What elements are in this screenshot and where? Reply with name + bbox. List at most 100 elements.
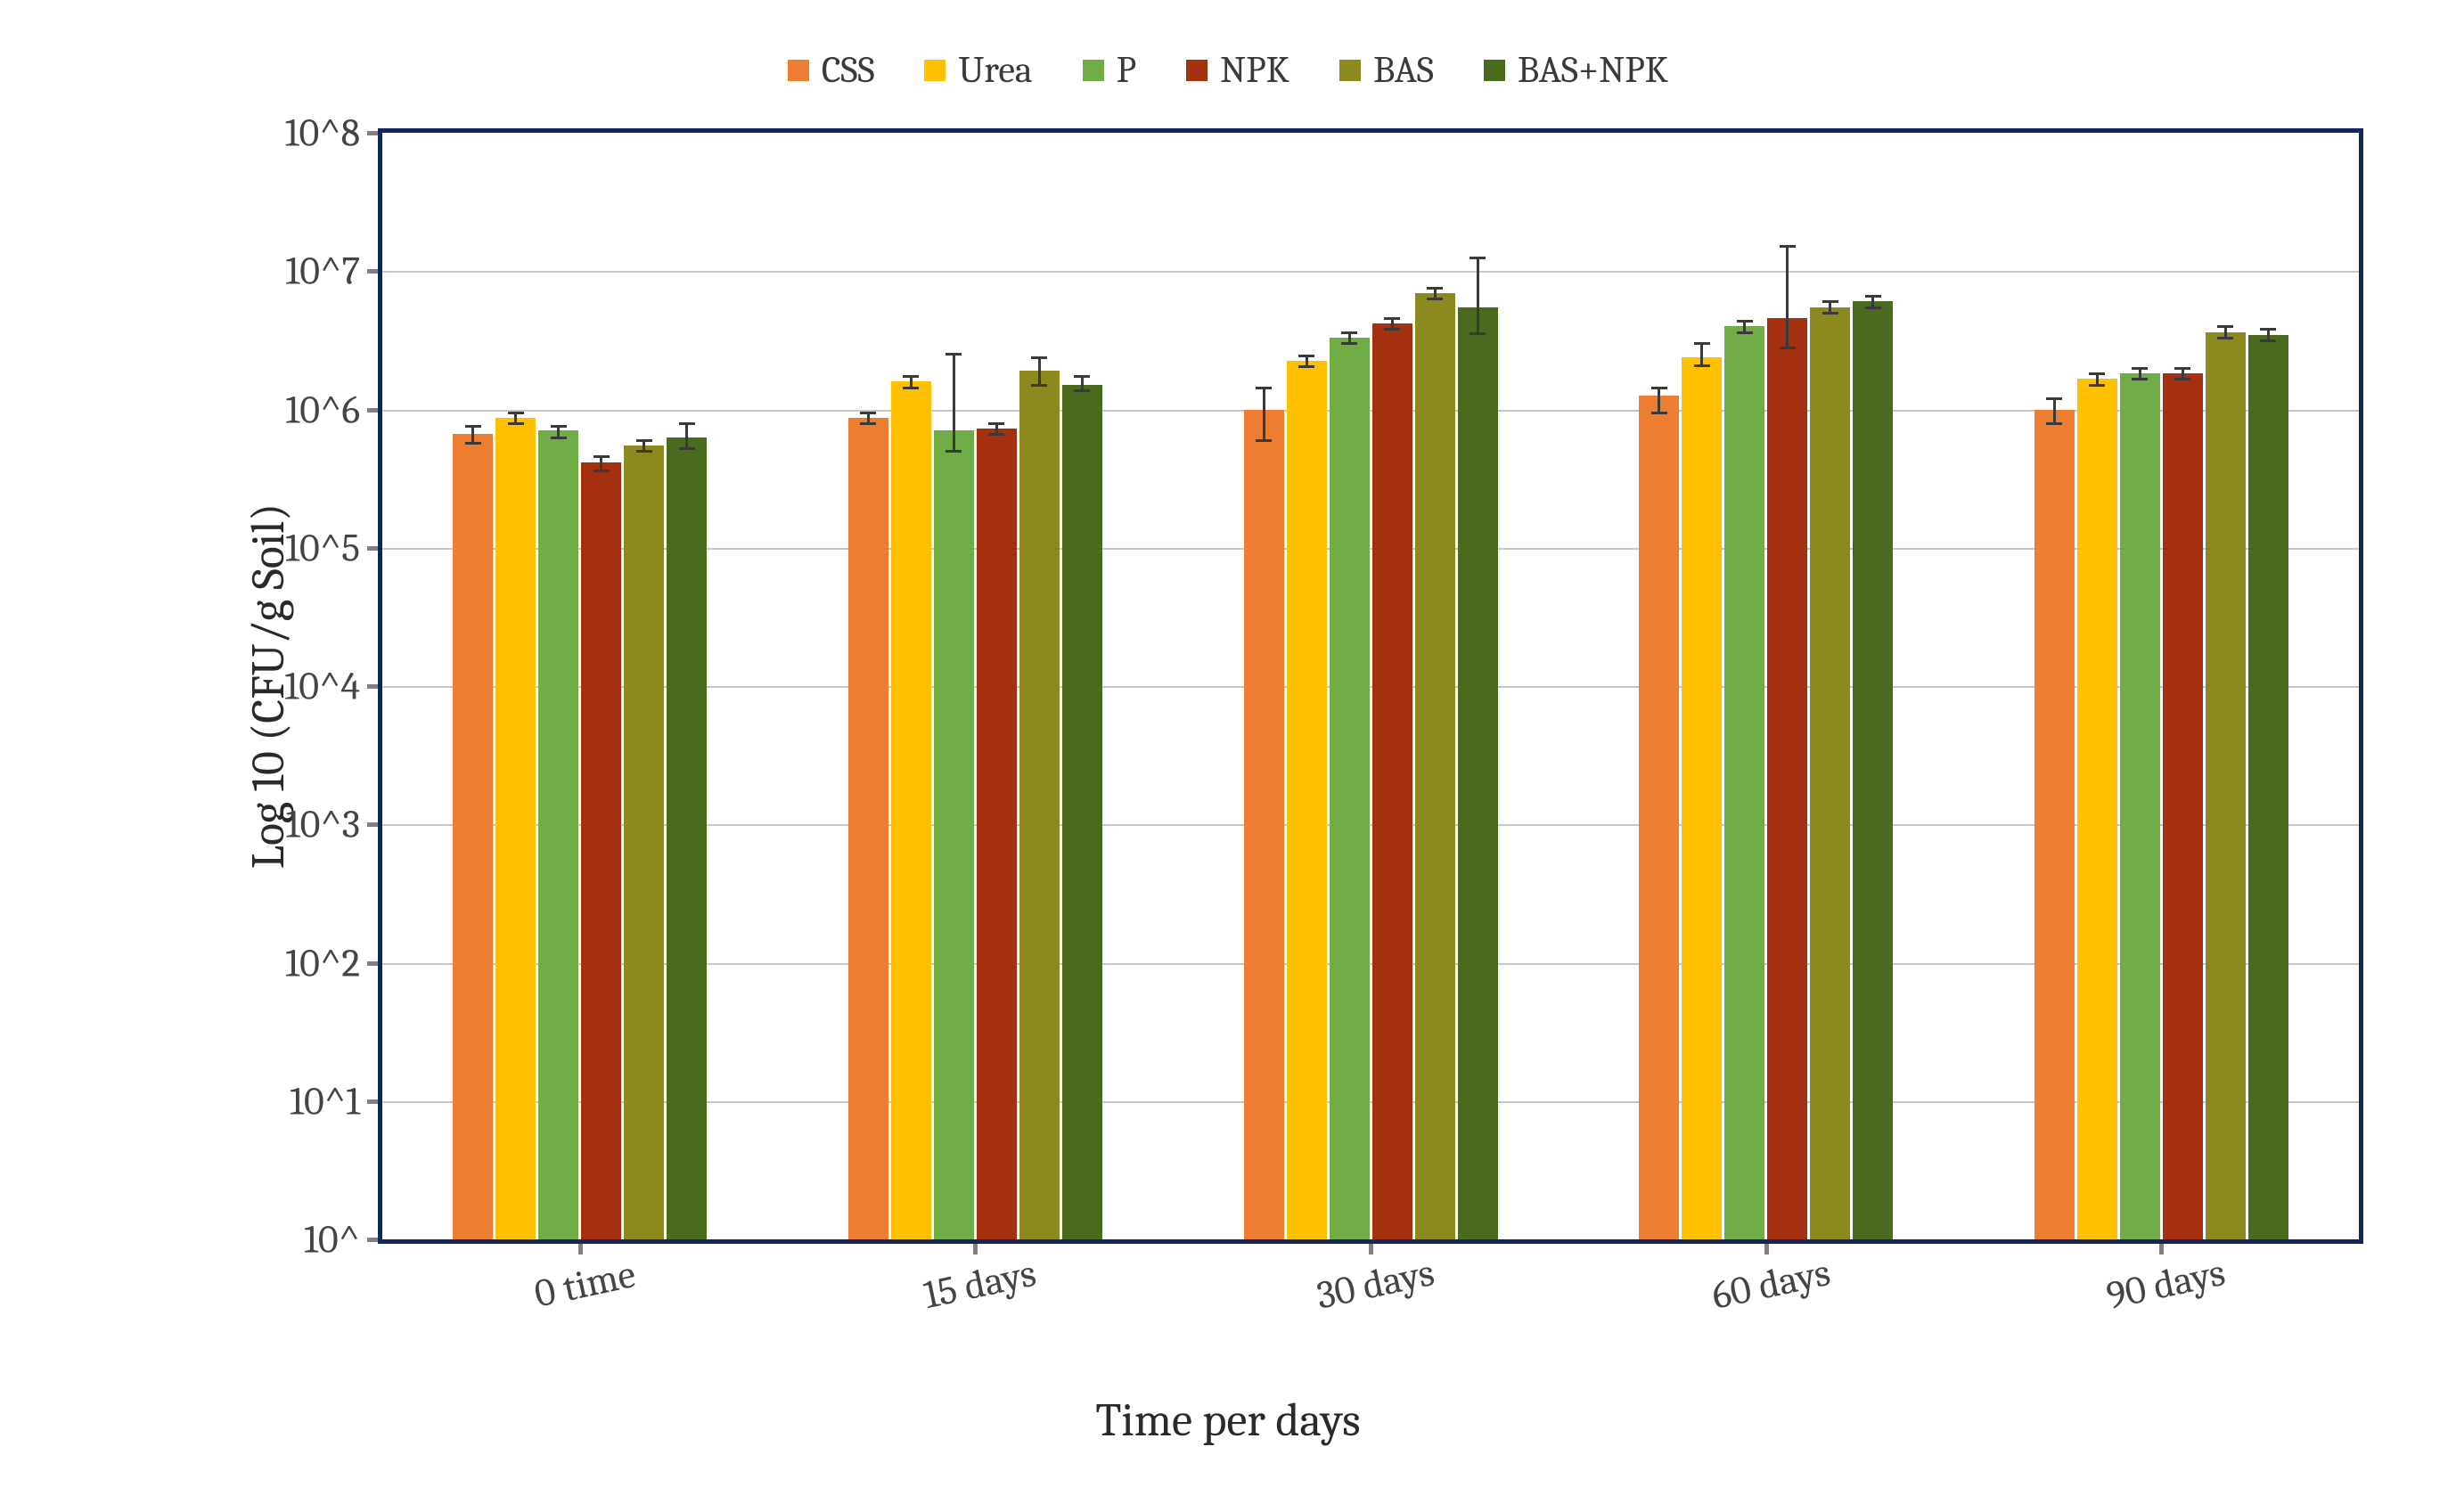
error-bar-cap-bot	[1341, 342, 1357, 345]
legend-label: P	[1117, 48, 1136, 92]
error-bar-cap-top	[1865, 295, 1881, 298]
error-bar-cap-bot	[2046, 422, 2062, 425]
error-bar-cap-bot	[1256, 439, 1272, 442]
legend: CSSUreaPNPKBASBAS+NPK	[0, 48, 2456, 92]
error-bar-whisker	[2053, 398, 2056, 423]
error-bar-cap-top	[2132, 367, 2148, 370]
error-bar-cap-bot	[1737, 331, 1753, 334]
error-bar-whisker	[1038, 357, 1041, 385]
error-bar-cap-bot	[1031, 384, 1047, 387]
error-bar-cap-top	[594, 455, 610, 458]
bar-urea	[2077, 379, 2117, 1239]
bar-urea	[1682, 357, 1722, 1239]
legend-label: Urea	[958, 48, 1032, 92]
y-tick-mark	[367, 822, 378, 827]
error-bar-cap-top	[636, 439, 652, 442]
error-bar-whisker	[1700, 343, 1703, 365]
bar-css	[453, 434, 493, 1239]
error-bar-whisker	[1658, 388, 1660, 413]
bar-css	[1639, 396, 1679, 1239]
error-bar-cap-bot	[551, 437, 567, 439]
legend-swatch-css	[788, 60, 809, 81]
legend-label: BAS	[1373, 48, 1434, 92]
error-bar-cap-top	[465, 425, 481, 428]
error-bar-cap-bot	[1865, 306, 1881, 309]
error-bar-cap-top	[1384, 317, 1400, 320]
x-tick-label: 90 days	[2103, 1249, 2230, 1319]
error-bar-cap-top	[1822, 300, 1838, 303]
y-tick-label: 10^7	[285, 249, 360, 294]
error-bar-cap-bot	[903, 387, 919, 389]
legend-swatch-npk	[1186, 60, 1208, 81]
error-bar-cap-top	[2046, 397, 2062, 400]
y-tick-mark	[367, 269, 378, 274]
error-bar-whisker	[600, 456, 602, 470]
error-bar-cap-bot	[1694, 364, 1710, 367]
error-bar-whisker	[1263, 388, 1265, 440]
error-bar-cap-bot	[679, 447, 695, 450]
bar-npk	[977, 429, 1017, 1239]
error-bar-whisker	[685, 423, 688, 448]
error-bar-cap-bot	[1384, 328, 1400, 331]
error-bar-cap-top	[860, 412, 876, 414]
error-bar-cap-top	[1298, 355, 1314, 357]
bar-npk	[1767, 318, 1807, 1239]
bar-bas	[624, 445, 664, 1239]
error-bar-cap-top	[1256, 387, 1272, 389]
y-tick-mark	[367, 961, 378, 966]
error-bar-cap-top	[2089, 372, 2105, 375]
x-tick-mark	[1369, 1244, 1373, 1255]
bar-css	[848, 418, 888, 1239]
y-tick-mark	[367, 1099, 378, 1104]
error-bar-cap-bot	[1427, 298, 1443, 300]
y-tick-mark	[367, 684, 378, 689]
error-bar-cap-top	[903, 375, 919, 378]
bar-css	[2034, 410, 2075, 1240]
error-bar-cap-top	[2217, 325, 2233, 328]
legend-swatch-p	[1083, 60, 1104, 81]
y-tick-label: 10^5	[285, 525, 360, 570]
error-bar-whisker	[953, 354, 955, 451]
bar-basnpk	[1458, 307, 1498, 1239]
gridline	[382, 271, 2359, 273]
x-axis-title: Time per days	[0, 1393, 2456, 1447]
x-tick-label: 15 days	[920, 1250, 1040, 1318]
bar-css	[1244, 410, 1284, 1240]
y-tick-label: 10^1	[290, 1078, 360, 1124]
error-bar-cap-top	[679, 422, 695, 425]
error-bar-cap-bot	[1651, 412, 1667, 414]
error-bar-cap-top	[1651, 387, 1667, 389]
error-bar-cap-top	[946, 353, 962, 356]
chart-root: CSSUreaPNPKBASBAS+NPK Log 10 (CFU/g Soil…	[0, 0, 2456, 1512]
error-bar-cap-bot	[465, 442, 481, 445]
legend-item-p: P	[1083, 48, 1136, 92]
error-bar-cap-top	[1427, 287, 1443, 290]
legend-label: CSS	[822, 48, 875, 92]
error-bar-cap-bot	[508, 422, 524, 425]
error-bar-whisker	[1477, 257, 1479, 333]
error-bar-cap-top	[1737, 320, 1753, 323]
legend-swatch-bas	[1339, 60, 1361, 81]
error-bar-cap-bot	[1780, 347, 1796, 349]
error-bar-whisker	[471, 426, 474, 443]
bar-urea	[1287, 361, 1327, 1239]
bar-urea	[891, 381, 931, 1239]
bar-basnpk	[2248, 335, 2288, 1239]
error-bar-cap-top	[2174, 367, 2190, 370]
y-tick-label: 10^2	[285, 940, 360, 985]
plot-inner	[382, 133, 2359, 1239]
y-tick-label: 10^	[304, 1217, 360, 1263]
error-bar-cap-bot	[594, 470, 610, 472]
error-bar-cap-bot	[1822, 312, 1838, 315]
error-bar-cap-top	[1341, 331, 1357, 334]
bar-bas	[2206, 332, 2246, 1239]
bar-bas	[1415, 293, 1455, 1239]
bar-bas	[1019, 371, 1060, 1239]
bar-npk	[581, 462, 621, 1240]
bar-basnpk	[667, 437, 707, 1239]
legend-label: BAS+NPK	[1518, 48, 1668, 92]
error-bar-cap-top	[988, 422, 1004, 425]
y-tick-mark	[367, 131, 378, 135]
bar-urea	[495, 418, 536, 1239]
error-bar-whisker	[1081, 376, 1084, 390]
